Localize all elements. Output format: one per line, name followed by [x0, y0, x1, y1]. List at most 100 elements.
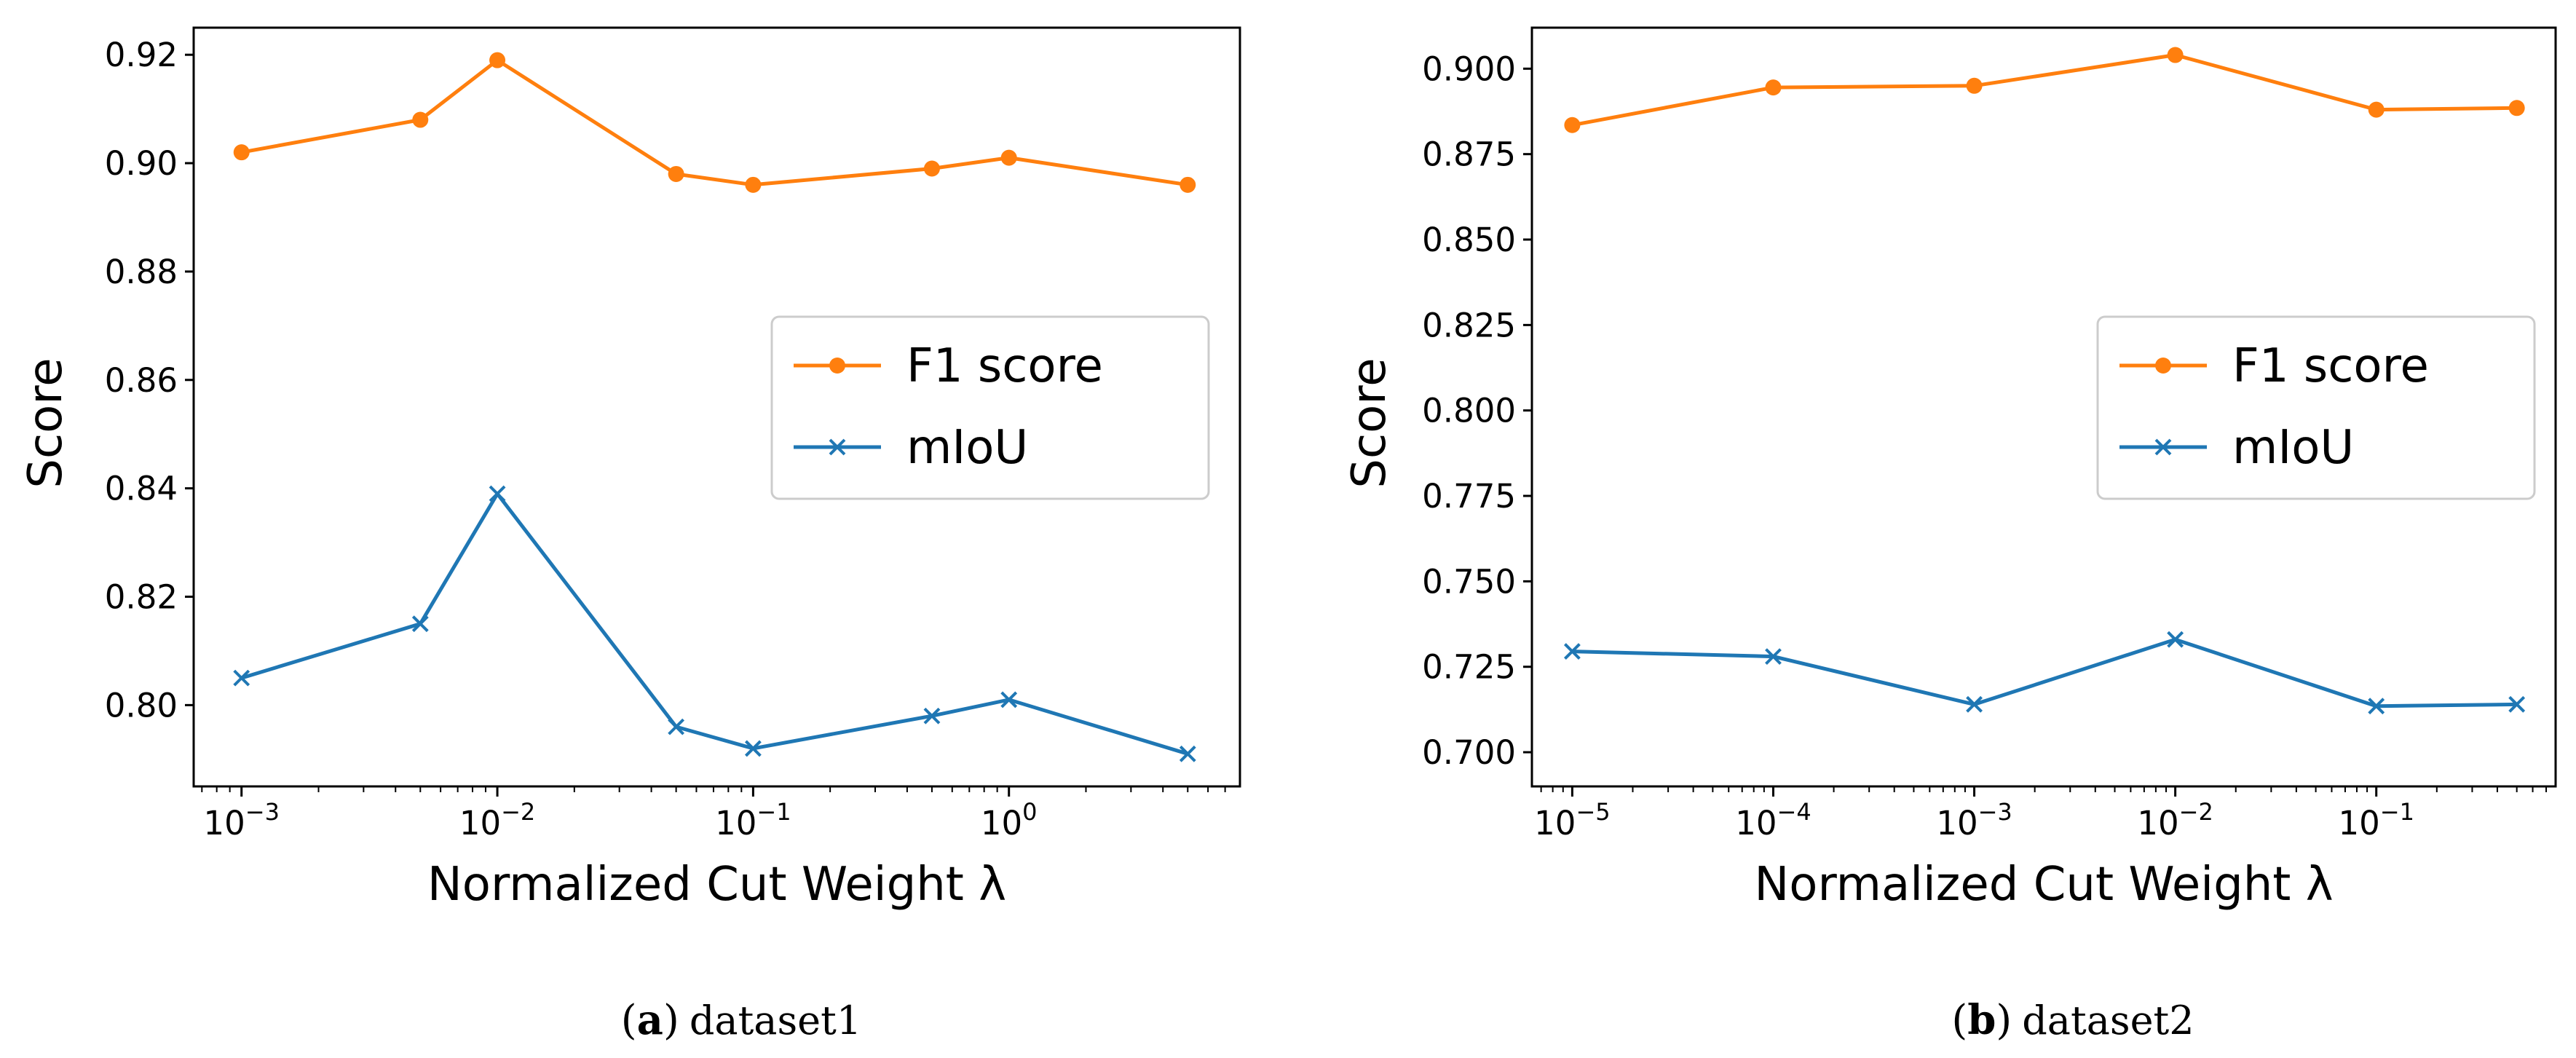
caption-open-paren: ( [621, 997, 637, 1044]
x-tick-base: 10 [1936, 804, 1978, 842]
miou-point-stroke [411, 615, 429, 633]
x-tick-exp: −3 [245, 798, 280, 826]
miou-point-stroke [233, 669, 250, 687]
legend-label: mIoU [2232, 421, 2354, 475]
caption-close-paren: ) [663, 997, 679, 1044]
f1-score-point [2368, 101, 2385, 118]
f1-score-point [1564, 117, 1581, 133]
f1-score-point [489, 52, 506, 68]
x-tick-exp: −2 [501, 798, 535, 826]
x-tick-base: 10 [715, 804, 756, 842]
y-axis-label: Score [19, 358, 73, 488]
y-tick-label: 0.84 [105, 470, 178, 508]
f1-score-point [1000, 149, 1017, 166]
caption-letter: a [637, 996, 663, 1044]
x-tick-base: 10 [1735, 804, 1777, 842]
y-tick-label: 0.92 [105, 36, 178, 74]
miou-point-stroke [1765, 648, 1782, 666]
y-tick-label: 0.850 [1422, 221, 1516, 259]
plot-frame [1530, 26, 2557, 788]
y-tick-label: 0.825 [1422, 306, 1516, 344]
y-tick-label: 0.800 [1422, 392, 1516, 430]
y-tick-label: 0.900 [1422, 50, 1516, 88]
x-tick-base: 10 [459, 804, 501, 842]
y-tick-label: 0.750 [1422, 562, 1516, 601]
legend-label: F1 score [906, 339, 1103, 393]
legend-marker [2155, 358, 2171, 374]
legend-box [2096, 315, 2536, 500]
miou-point-stroke [744, 740, 762, 757]
f1-score-point [1765, 79, 1782, 96]
caption-letter: b [1967, 996, 1996, 1044]
legend-label: F1 score [2232, 339, 2429, 393]
f1-score-point [233, 144, 250, 161]
x-tick-base: 10 [1534, 804, 1576, 842]
plot-frame [192, 26, 1241, 788]
legend-marker [829, 438, 846, 456]
series-line-f1-score [1571, 53, 2517, 127]
x-tick-base: 10 [2338, 804, 2379, 842]
x-tick-label: 100 [981, 798, 1038, 842]
series-line-miou [240, 492, 1189, 756]
miou-point-stroke [923, 707, 941, 725]
legend-marker [2154, 438, 2172, 456]
x-tick-label: 10−4 [1735, 798, 1811, 842]
y-tick-label: 0.875 [1422, 135, 1516, 174]
y-tick-label: 0.80 [105, 686, 178, 725]
x-tick-base: 10 [2137, 804, 2178, 842]
series-line-f1-score [241, 58, 1188, 187]
f1-score-point [1966, 77, 1983, 94]
y-tick-label: 0.86 [105, 361, 178, 400]
x-axis-label: Normalized Cut Weight λ [1754, 858, 2333, 912]
miou-point-stroke [1000, 691, 1018, 708]
miou-point-stroke [2167, 631, 2184, 648]
miou-point [1966, 695, 1983, 713]
miou-point [1765, 648, 1782, 666]
miou-point-stroke [668, 718, 685, 735]
miou-point [1563, 643, 1581, 660]
miou-point-stroke [1563, 643, 1581, 660]
y-tick-label: 0.700 [1422, 733, 1516, 772]
miou-point-stroke [489, 485, 506, 502]
miou-point [2167, 631, 2184, 648]
x-tick-label: 10−2 [2137, 798, 2213, 842]
caption-open-paren: ( [1951, 997, 1967, 1044]
miou-point [233, 669, 250, 687]
y-tick-label: 0.88 [105, 253, 178, 291]
f1-score-point [2167, 47, 2184, 63]
caption-text: dataset1 [690, 998, 861, 1043]
y-axis-label: Score [1343, 358, 1396, 488]
x-tick-label: 10−2 [459, 798, 535, 842]
x-tick-exp: −3 [1978, 798, 2012, 826]
caption: (a) dataset1 [621, 996, 861, 1044]
f1-score-point [668, 165, 684, 182]
x-tick-exp: −1 [756, 798, 791, 826]
miou-point [1000, 691, 1018, 708]
y-tick-label: 0.775 [1422, 477, 1516, 516]
f1-score-point [923, 160, 940, 177]
x-axis-label: Normalized Cut Weight λ [427, 858, 1006, 912]
legend-marker [829, 358, 845, 374]
miou-point-stroke [2508, 695, 2526, 713]
f1-score-point [2508, 100, 2525, 117]
x-tick-exp: −1 [2380, 798, 2414, 826]
miou-point-stroke [1966, 695, 1983, 713]
miou-point [744, 740, 762, 757]
x-tick-label: 10−1 [2338, 798, 2414, 842]
miou-point-stroke [2368, 698, 2385, 715]
x-tick-label: 10−5 [1534, 798, 1610, 842]
miou-point [668, 718, 685, 735]
x-tick-exp: −2 [2179, 798, 2213, 826]
x-tick-exp: 0 [1022, 798, 1037, 826]
f1-score-point [412, 111, 429, 128]
caption-text: dataset2 [2022, 998, 2194, 1043]
f1-score-point [745, 176, 762, 193]
legend-box [770, 315, 1210, 500]
legend: F1 score mIoU [2096, 315, 2536, 500]
miou-point [923, 707, 941, 725]
x-tick-base: 10 [981, 804, 1022, 842]
series-line-miou [1572, 637, 2517, 708]
miou-point [2368, 698, 2385, 715]
